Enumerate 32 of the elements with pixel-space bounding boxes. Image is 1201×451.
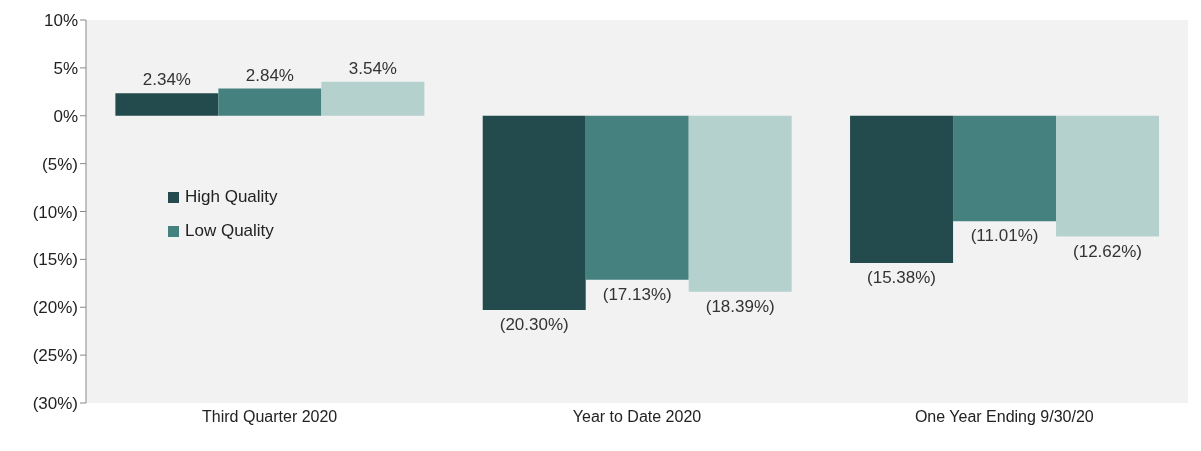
y-tick-label: 5%	[53, 58, 78, 78]
bar	[321, 81, 425, 116]
y-tick-label: (30%)	[32, 394, 78, 414]
data-label: 2.34%	[142, 70, 191, 90]
data-label: (20.30%)	[499, 315, 569, 335]
y-tick-label: (25%)	[32, 346, 78, 366]
y-tick-label: 10%	[43, 11, 78, 31]
y-tick-label: (5%)	[42, 154, 78, 174]
bar	[953, 115, 1057, 222]
bar	[688, 115, 792, 292]
y-tick-label: (15%)	[32, 250, 78, 270]
y-tick-label: (10%)	[32, 202, 78, 222]
data-label: (17.13%)	[602, 284, 672, 304]
bar	[218, 88, 322, 116]
bar	[1056, 115, 1160, 237]
data-label: (12.62%)	[1073, 241, 1143, 261]
x-tick-label: One Year Ending 9/30/20	[914, 408, 1094, 426]
data-label: (11.01%)	[970, 226, 1039, 246]
data-label: 3.54%	[348, 58, 397, 78]
data-label: (18.39%)	[705, 296, 775, 316]
y-tick-label: 0%	[53, 106, 78, 126]
data-label: 2.84%	[245, 65, 294, 85]
bar	[115, 93, 219, 116]
x-tick-label: Third Quarter 2020	[202, 408, 338, 426]
y-tick-label: (20%)	[32, 298, 78, 318]
data-label: (15.38%)	[867, 268, 937, 288]
bar	[585, 115, 689, 280]
x-tick-label: Year to Date 2020	[572, 408, 702, 426]
legend-label: High Quality	[185, 187, 278, 207]
bar	[850, 115, 954, 264]
legend-label: Low Quality	[185, 221, 274, 241]
bar	[482, 115, 586, 311]
